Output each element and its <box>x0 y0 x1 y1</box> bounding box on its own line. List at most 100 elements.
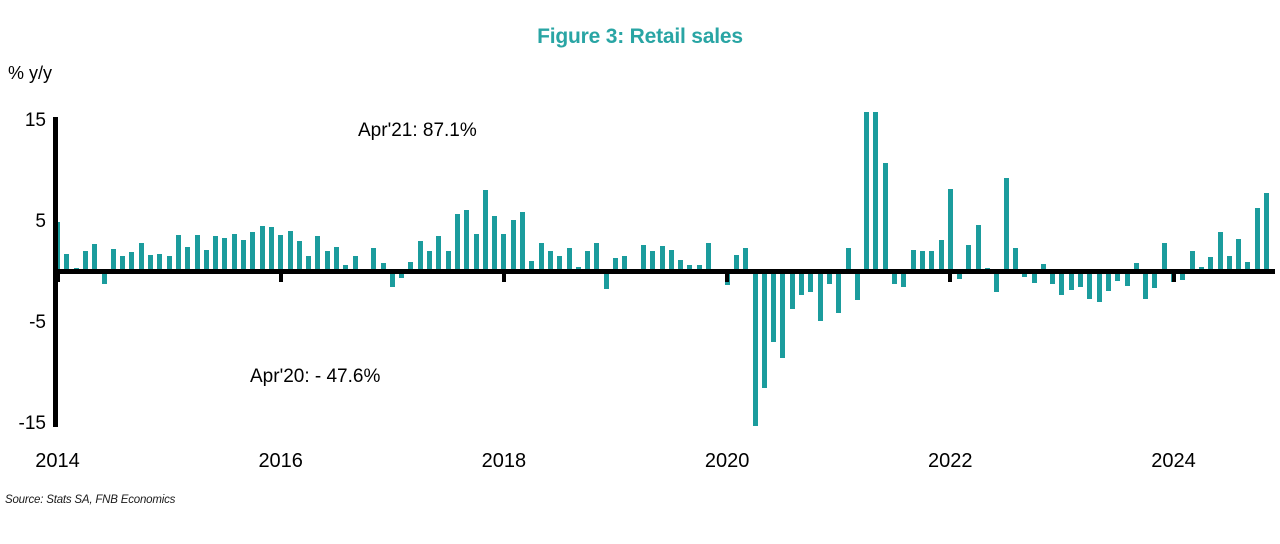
y-axis-tick-label-15: 15 <box>24 109 46 131</box>
y-axis-tick-label--5: -5 <box>29 311 46 333</box>
bar-aug-2024 <box>1236 238 1242 272</box>
x-axis-year-label-2018: 2018 <box>481 450 527 472</box>
bar-jan-2017 <box>389 272 395 288</box>
bar-aug-2022 <box>1012 247 1018 272</box>
bar-oct-2022 <box>1031 272 1037 284</box>
x-axis-year-label-2014: 2014 <box>35 450 80 472</box>
bar-oct-2014 <box>138 242 144 272</box>
bar-may-2018 <box>538 242 544 272</box>
bar-feb-2020 <box>733 254 739 272</box>
bar-aug-2019 <box>678 259 684 272</box>
bar-mar-2020 <box>743 247 749 272</box>
bar-feb-2019 <box>622 255 628 272</box>
bar-sep-2014 <box>129 251 135 272</box>
x-axis-year-label-2022: 2022 <box>928 450 973 472</box>
bar-aug-2014 <box>120 255 126 272</box>
bar-may-2023 <box>1096 272 1102 303</box>
bar-nov-2023 <box>1152 272 1158 289</box>
bar-dec-2021 <box>938 239 944 272</box>
bar-mar-2022 <box>966 244 972 272</box>
y-axis-tick-label-5: 5 <box>35 210 46 232</box>
bar-feb-2024 <box>1180 272 1186 281</box>
bar-jul-2014 <box>110 248 116 272</box>
bar-may-2015 <box>203 249 209 272</box>
bar-may-2016 <box>315 235 321 272</box>
x-axis-tick-2024 <box>1171 272 1176 282</box>
bar-feb-2021 <box>845 247 851 272</box>
bar-apr-2016 <box>306 255 312 272</box>
bar-mar-2016 <box>296 240 302 272</box>
bar-apr-2019 <box>640 244 646 272</box>
bar-feb-2016 <box>287 230 293 272</box>
y-axis-unit-label: % y/y <box>8 63 53 83</box>
bar-jun-2019 <box>659 245 665 272</box>
bar-may-2017 <box>427 250 432 272</box>
bar-jan-2021 <box>836 272 842 314</box>
bar-dec-2018 <box>603 272 609 290</box>
bar-may-2019 <box>650 250 656 272</box>
bar-jun-2024 <box>1217 231 1223 272</box>
bar-oct-2018 <box>585 250 591 272</box>
bar-feb-2023 <box>1068 272 1074 291</box>
bar-feb-2018 <box>510 220 516 272</box>
bar-jan-2018 <box>501 233 507 272</box>
bar-jul-2015 <box>222 237 228 272</box>
bar-jul-2023 <box>1115 272 1121 282</box>
bar-jan-2022 <box>947 189 953 272</box>
bar-oct-2015 <box>250 231 256 272</box>
bar-apr-2022 <box>975 224 981 272</box>
bar-feb-2015 <box>175 234 181 272</box>
bar-apr-2017 <box>417 240 423 272</box>
bar-oct-2017 <box>473 233 479 272</box>
bar-aug-2023 <box>1124 272 1130 287</box>
bar-jan-2015 <box>166 255 172 272</box>
chart-title: Figure 3: Retail sales <box>537 25 743 48</box>
bar-oct-2024 <box>1254 208 1260 272</box>
bar-jun-2023 <box>1105 272 1111 292</box>
bar-sep-2022 <box>1022 272 1028 278</box>
x-axis-tick-2020 <box>725 272 730 282</box>
x-axis-zero-line <box>53 269 1275 274</box>
bar-jul-2016 <box>334 246 339 272</box>
bar-sep-2020 <box>799 272 804 296</box>
bar-oct-2023 <box>1143 272 1149 300</box>
bar-mar-2018 <box>520 212 525 272</box>
y-axis-tick-label--15: -15 <box>18 412 46 434</box>
bar-feb-2014 <box>64 253 70 272</box>
bar-dec-2016 <box>380 262 386 272</box>
bar-jun-2017 <box>436 235 442 272</box>
bar-jul-2021 <box>892 272 897 285</box>
bar-jun-2020 <box>771 272 777 342</box>
bar-may-2024 <box>1208 256 1214 272</box>
bar-aug-2017 <box>454 214 460 272</box>
bar-dec-2020 <box>826 272 832 285</box>
bar-apr-2020 <box>752 272 758 426</box>
bar-nov-2016 <box>371 247 377 272</box>
bar-sep-2017 <box>464 210 470 272</box>
bar-jul-2020 <box>780 272 786 358</box>
bar-apr-2023 <box>1087 272 1093 300</box>
bar-sep-2023 <box>1133 262 1139 272</box>
bar-dec-2022 <box>1050 272 1056 285</box>
bar-mar-2024 <box>1189 250 1195 272</box>
bar-jul-2024 <box>1226 255 1232 272</box>
bar-nov-2015 <box>259 225 265 272</box>
x-axis-tick-2016 <box>278 272 283 282</box>
bar-may-2021 <box>873 112 879 272</box>
x-axis-tick-2018 <box>501 272 506 282</box>
bar-aug-2021 <box>901 272 907 288</box>
bar-jun-2016 <box>324 250 330 272</box>
x-axis-year-label-2020: 2020 <box>704 450 750 472</box>
bar-aug-2015 <box>231 233 237 272</box>
annotation-apr21-peak: Apr'21: 87.1% <box>358 120 477 141</box>
bar-dec-2014 <box>157 253 163 272</box>
annotation-apr20-trough: Apr'20: - 47.6% <box>250 366 381 387</box>
bar-sep-2024 <box>1245 261 1251 272</box>
bar-jul-2018 <box>557 255 563 272</box>
bar-oct-2019 <box>696 264 702 272</box>
bar-sep-2015 <box>241 239 246 272</box>
bar-jul-2019 <box>668 249 674 272</box>
bar-nov-2021 <box>929 250 935 272</box>
bar-dec-2023 <box>1161 242 1167 272</box>
